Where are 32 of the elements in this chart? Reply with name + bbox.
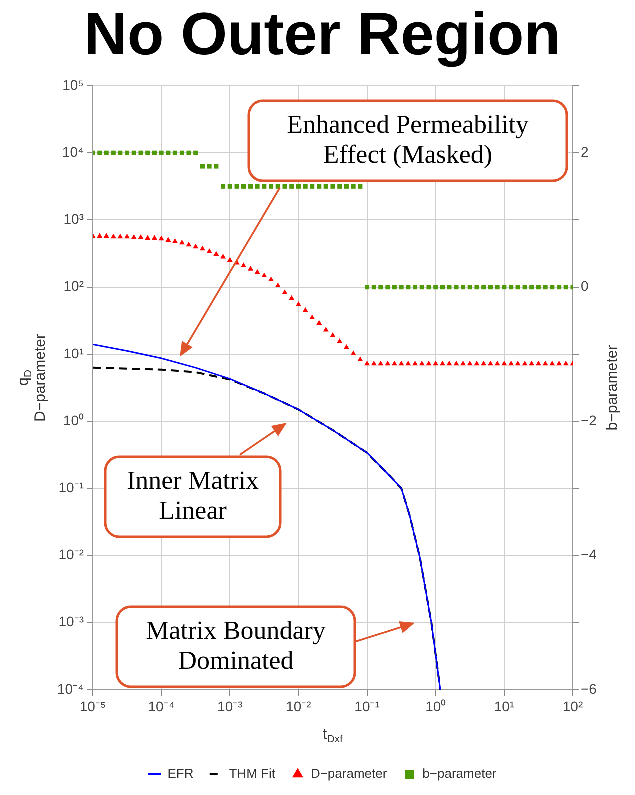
x-tick-label: 10⁻⁵ bbox=[80, 698, 106, 714]
y2-tick-label: 2 bbox=[581, 144, 589, 160]
annotation: Matrix Boundary Dominated bbox=[146, 616, 326, 675]
x-tick-label: 10⁻³ bbox=[218, 698, 244, 714]
x-tick-label: 10² bbox=[562, 698, 584, 714]
y-tick-label: 10⁻³ bbox=[58, 614, 84, 630]
chart-title: No Outer Region bbox=[84, 0, 561, 68]
y-tick-label: 10³ bbox=[64, 211, 84, 228]
y2-tick-label: 0 bbox=[581, 278, 589, 294]
x-tick-label: 10⁰ bbox=[426, 698, 446, 714]
y2-axis-title: b−parameter bbox=[604, 345, 622, 431]
legend-label: EFR bbox=[168, 766, 194, 782]
y-tick-label: 10⁻² bbox=[58, 546, 84, 563]
y-tick-label: 10¹ bbox=[64, 345, 84, 362]
y-tick-label: 10² bbox=[64, 278, 84, 294]
y2-tick-label: −6 bbox=[581, 680, 598, 697]
x-tick-label: 10⁻¹ bbox=[354, 698, 380, 714]
legend-label: THM Fit bbox=[229, 766, 276, 782]
y-tick-label: 10⁻¹ bbox=[58, 480, 84, 496]
y-tick-label: 10⁵ bbox=[62, 76, 84, 93]
legend-label: D−parameter bbox=[310, 766, 388, 782]
y-tick-label: 10⁰ bbox=[63, 412, 84, 428]
annotation: Enhanced Permeability Effect (Masked) bbox=[287, 110, 529, 169]
x-tick-label: 10⁻² bbox=[286, 698, 312, 714]
y2-tick-label: −4 bbox=[581, 546, 598, 563]
legend-label: b−parameter bbox=[422, 766, 498, 782]
x-tick-label: 10¹ bbox=[494, 698, 515, 714]
x-tick-label: 10⁻⁴ bbox=[148, 698, 175, 714]
y-tick-label: 10⁴ bbox=[62, 144, 84, 160]
y-tick-label: 10⁻⁴ bbox=[57, 680, 84, 697]
annotation: Inner Matrix Linear bbox=[126, 466, 260, 525]
y2-tick-label: −2 bbox=[581, 412, 598, 428]
